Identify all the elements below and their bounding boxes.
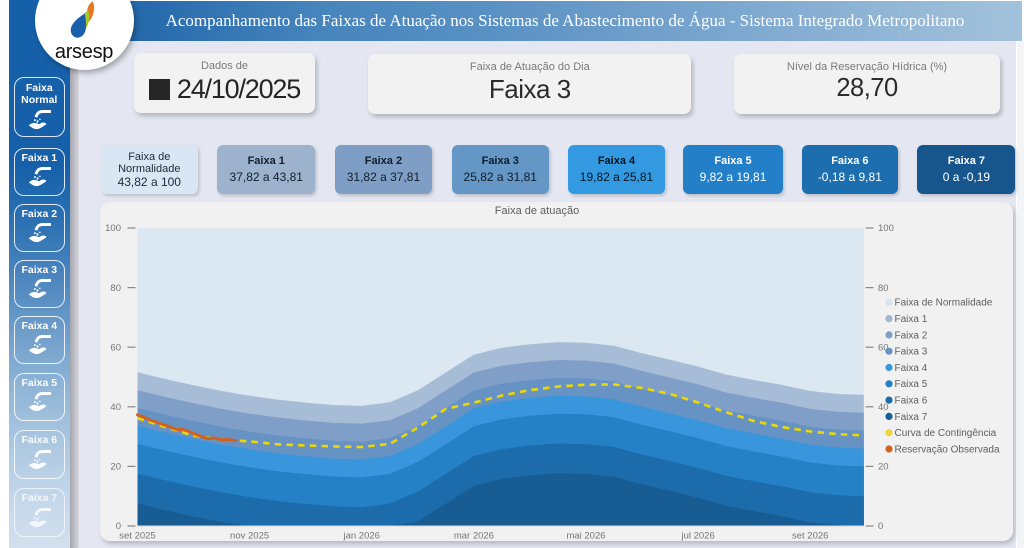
svg-text:jul 2026: jul 2026: [680, 531, 714, 542]
svg-text:Faixa 1: Faixa 1: [895, 314, 928, 325]
svg-text:Faixa 5: Faixa 5: [895, 379, 928, 390]
svg-text:set 2026: set 2026: [792, 531, 828, 542]
svg-text:80: 80: [110, 283, 121, 294]
svg-text:100: 100: [878, 223, 894, 234]
svg-text:100: 100: [105, 223, 121, 234]
svg-text:20: 20: [878, 462, 889, 473]
svg-text:mai 2026: mai 2026: [566, 531, 605, 542]
svg-text:Faixa de Normalidade: Faixa de Normalidade: [895, 298, 993, 309]
svg-text:Faixa 3: Faixa 3: [895, 347, 928, 358]
svg-text:Faixa 2: Faixa 2: [895, 330, 928, 341]
svg-text:nov 2025: nov 2025: [230, 531, 269, 542]
svg-text:Faixa 7: Faixa 7: [895, 412, 928, 423]
svg-text:Curva de Contingência: Curva de Contingência: [895, 428, 997, 439]
svg-text:80: 80: [878, 283, 889, 294]
svg-text:Reservação Observada: Reservação Observada: [895, 444, 1000, 455]
svg-text:Faixa 6: Faixa 6: [895, 396, 928, 407]
svg-text:0: 0: [116, 521, 121, 532]
svg-text:set 2025: set 2025: [119, 531, 155, 542]
svg-text:mar 2026: mar 2026: [454, 531, 494, 542]
svg-text:0: 0: [878, 521, 883, 532]
svg-text:Faixa 4: Faixa 4: [895, 363, 928, 374]
svg-text:40: 40: [878, 402, 889, 413]
svg-text:jan 2026: jan 2026: [342, 531, 379, 542]
svg-text:20: 20: [110, 462, 121, 473]
svg-text:40: 40: [110, 402, 121, 413]
svg-text:60: 60: [878, 342, 889, 353]
svg-text:60: 60: [110, 342, 121, 353]
